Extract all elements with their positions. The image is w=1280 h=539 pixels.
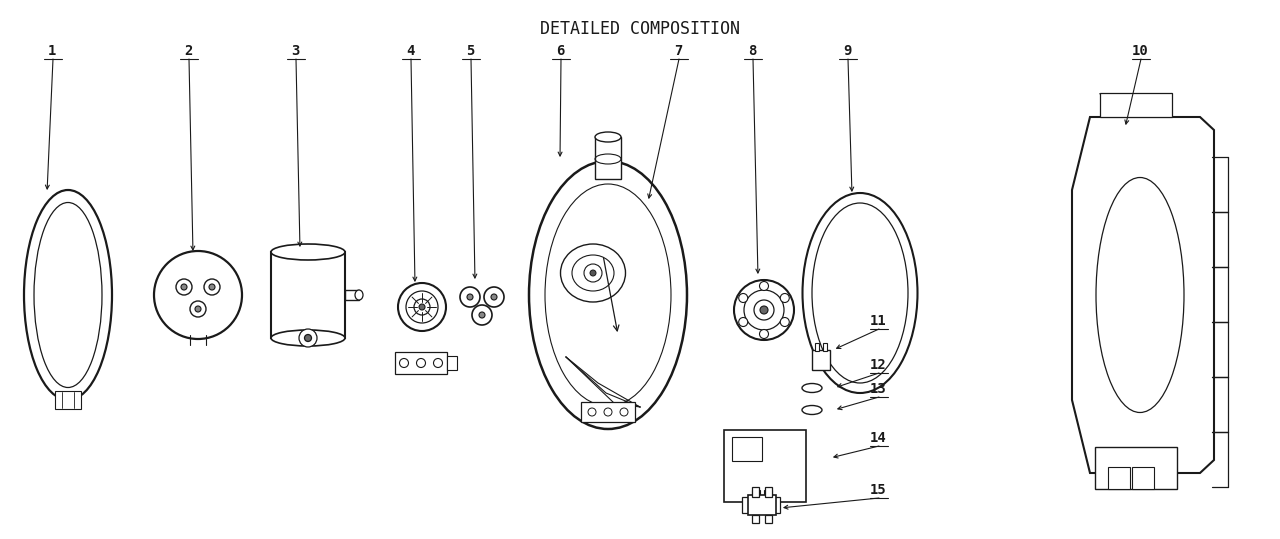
Circle shape <box>209 284 215 290</box>
Circle shape <box>300 329 317 347</box>
Circle shape <box>744 290 783 330</box>
Ellipse shape <box>803 384 822 392</box>
Ellipse shape <box>271 244 346 260</box>
Bar <box>1108 467 1130 489</box>
Text: 12: 12 <box>869 358 886 372</box>
Bar <box>271 252 346 338</box>
Text: 14: 14 <box>869 431 886 445</box>
Circle shape <box>406 291 438 323</box>
Circle shape <box>460 287 480 307</box>
Bar <box>1100 93 1172 117</box>
Circle shape <box>398 283 445 331</box>
Ellipse shape <box>529 161 687 429</box>
Circle shape <box>781 317 790 327</box>
Ellipse shape <box>24 190 113 400</box>
Bar <box>753 490 760 499</box>
Circle shape <box>154 251 242 339</box>
Circle shape <box>413 299 430 315</box>
Bar <box>724 430 806 502</box>
Bar <box>815 343 819 351</box>
Ellipse shape <box>803 405 822 414</box>
Bar <box>753 515 759 523</box>
Text: 7: 7 <box>673 44 682 58</box>
Ellipse shape <box>271 330 346 346</box>
Text: 5: 5 <box>466 44 474 58</box>
Bar <box>812 350 829 370</box>
Circle shape <box>399 358 408 368</box>
Circle shape <box>760 306 768 314</box>
Text: 11: 11 <box>869 314 886 328</box>
Ellipse shape <box>189 301 206 317</box>
Text: DETAILED COMPOSITION: DETAILED COMPOSITION <box>540 20 740 38</box>
Circle shape <box>484 287 504 307</box>
Circle shape <box>759 329 768 338</box>
Text: 4: 4 <box>406 44 415 58</box>
Circle shape <box>195 306 201 312</box>
Bar <box>581 402 635 422</box>
Text: 1: 1 <box>47 44 56 58</box>
Text: 2: 2 <box>184 44 192 58</box>
Ellipse shape <box>204 279 220 295</box>
Bar <box>765 487 772 497</box>
Circle shape <box>739 317 748 327</box>
Bar <box>753 487 759 497</box>
Bar <box>595 137 621 179</box>
Bar <box>346 290 358 300</box>
Circle shape <box>604 408 612 416</box>
Text: 10: 10 <box>1132 44 1148 58</box>
Text: 3: 3 <box>291 44 300 58</box>
Text: 8: 8 <box>748 44 756 58</box>
Bar <box>55 391 81 409</box>
Bar <box>764 490 772 499</box>
Circle shape <box>759 281 768 291</box>
Ellipse shape <box>177 279 192 295</box>
Circle shape <box>754 300 774 320</box>
Circle shape <box>620 408 628 416</box>
Text: 15: 15 <box>869 483 886 497</box>
Circle shape <box>419 304 425 310</box>
Circle shape <box>472 305 492 325</box>
Bar <box>765 515 772 523</box>
Ellipse shape <box>595 132 621 142</box>
Circle shape <box>467 294 474 300</box>
Bar <box>742 497 780 513</box>
Circle shape <box>305 335 311 342</box>
Bar <box>1132 467 1155 489</box>
Circle shape <box>781 294 790 302</box>
Text: 13: 13 <box>869 382 886 396</box>
Bar <box>748 495 776 515</box>
Ellipse shape <box>803 193 918 393</box>
Bar <box>1094 447 1178 489</box>
Circle shape <box>739 294 748 302</box>
Text: 9: 9 <box>842 44 851 58</box>
Circle shape <box>590 270 596 276</box>
Circle shape <box>416 358 425 368</box>
Circle shape <box>492 294 497 300</box>
Text: 6: 6 <box>556 44 564 58</box>
Circle shape <box>434 358 443 368</box>
Bar <box>447 356 457 370</box>
Ellipse shape <box>355 290 364 300</box>
Polygon shape <box>1073 117 1213 473</box>
Circle shape <box>733 280 794 340</box>
Bar <box>396 352 447 374</box>
Circle shape <box>588 408 596 416</box>
Bar <box>732 437 762 461</box>
Circle shape <box>180 284 187 290</box>
Bar <box>823 343 827 351</box>
Circle shape <box>479 312 485 318</box>
